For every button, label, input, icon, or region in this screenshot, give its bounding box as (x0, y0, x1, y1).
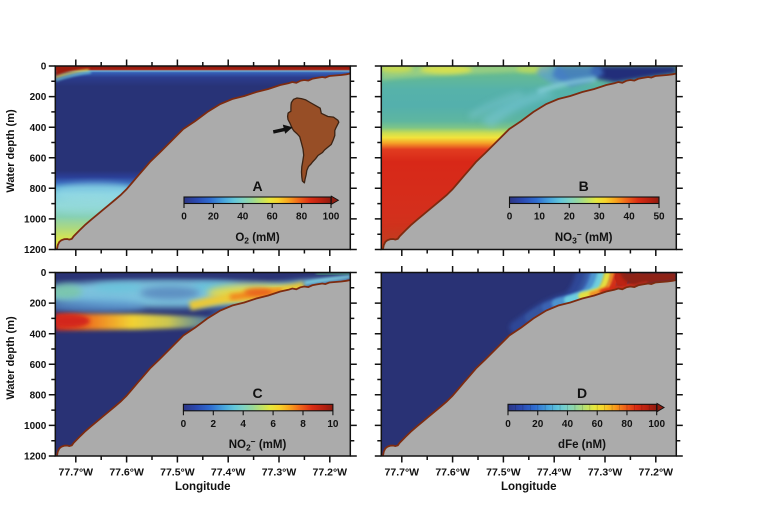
svg-text:1000: 1000 (24, 215, 47, 226)
svg-text:77.6°W: 77.6°W (435, 467, 470, 479)
svg-text:50: 50 (653, 212, 665, 223)
svg-text:100: 100 (323, 212, 340, 223)
svg-text:0: 0 (41, 268, 47, 279)
svg-text:B: B (579, 178, 589, 194)
svg-text:800: 800 (30, 390, 47, 401)
svg-text:1200: 1200 (24, 245, 47, 256)
svg-text:77.3°W: 77.3°W (588, 467, 623, 479)
svg-text:A: A (252, 178, 262, 194)
svg-text:C: C (252, 385, 262, 401)
svg-text:400: 400 (30, 123, 47, 134)
svg-text:NO3− (mM): NO3− (mM) (555, 230, 613, 246)
svg-text:77.2°W: 77.2°W (639, 467, 674, 479)
svg-text:800: 800 (30, 184, 47, 195)
svg-text:200: 200 (30, 92, 47, 103)
svg-text:600: 600 (30, 360, 47, 371)
svg-text:77.7°W: 77.7°W (385, 467, 420, 479)
svg-text:4: 4 (240, 419, 246, 430)
svg-text:Longitude: Longitude (175, 481, 231, 493)
svg-text:6: 6 (270, 419, 276, 430)
svg-text:40: 40 (237, 212, 249, 223)
svg-text:77.6°W: 77.6°W (109, 467, 144, 479)
svg-text:Water depth (m): Water depth (m) (5, 316, 17, 400)
svg-text:400: 400 (30, 329, 47, 340)
svg-text:8: 8 (300, 419, 306, 430)
svg-text:10: 10 (327, 419, 339, 430)
svg-text:20: 20 (564, 212, 576, 223)
svg-text:0: 0 (507, 212, 513, 223)
svg-text:10: 10 (534, 212, 546, 223)
svg-text:Longitude: Longitude (501, 481, 557, 493)
svg-text:0: 0 (181, 212, 187, 223)
svg-text:77.5°W: 77.5°W (486, 467, 521, 479)
svg-text:40: 40 (562, 419, 574, 430)
svg-text:1000: 1000 (24, 421, 47, 432)
svg-text:20: 20 (208, 212, 220, 223)
svg-text:60: 60 (592, 419, 604, 430)
svg-text:80: 80 (296, 212, 308, 223)
svg-text:0: 0 (41, 62, 47, 73)
svg-text:dFe (nM): dFe (nM) (558, 439, 606, 451)
svg-text:NO2− (mM): NO2− (mM) (229, 437, 287, 453)
svg-text:Water depth (m): Water depth (m) (5, 109, 17, 193)
svg-text:20: 20 (532, 419, 544, 430)
svg-text:100: 100 (648, 419, 665, 430)
svg-text:77.2°W: 77.2°W (313, 467, 348, 479)
svg-text:1200: 1200 (24, 452, 47, 463)
svg-text:600: 600 (30, 153, 47, 164)
svg-text:77.5°W: 77.5°W (160, 467, 195, 479)
svg-text:O2 (mM): O2 (mM) (235, 232, 280, 246)
svg-text:60: 60 (267, 212, 279, 223)
svg-text:2: 2 (211, 419, 217, 430)
svg-text:200: 200 (30, 299, 47, 310)
svg-text:77.7°W: 77.7°W (59, 467, 94, 479)
svg-text:0: 0 (505, 419, 511, 430)
svg-text:30: 30 (594, 212, 606, 223)
svg-text:77.4°W: 77.4°W (537, 467, 572, 479)
svg-text:0: 0 (181, 419, 187, 430)
svg-text:40: 40 (624, 212, 636, 223)
svg-text:80: 80 (621, 419, 633, 430)
svg-text:D: D (577, 385, 587, 401)
svg-text:77.3°W: 77.3°W (262, 467, 297, 479)
svg-text:77.4°W: 77.4°W (211, 467, 246, 479)
